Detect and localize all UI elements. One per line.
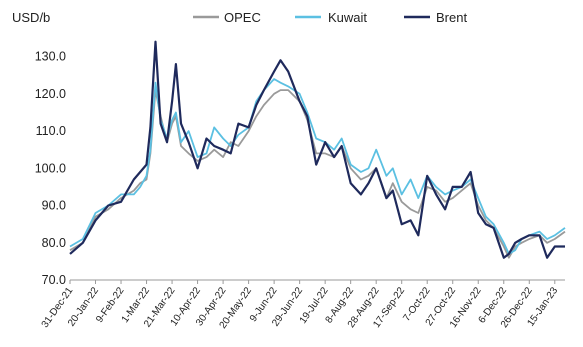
y-tick-label: 110.0 — [36, 124, 66, 138]
y-tick-label: 100.0 — [35, 161, 66, 175]
y-axis-unit-label: USD/b — [12, 10, 50, 25]
legend-label-opec: OPEC — [224, 10, 261, 25]
series-line-opec — [69, 89, 566, 259]
legend-label-brent: Brent — [436, 10, 467, 25]
y-axis: 70.0 80.0 90.0 100.0 110.0 120.0 130.0 — [35, 50, 66, 287]
series-lines — [69, 40, 566, 259]
legend-label-kuwait: Kuwait — [328, 10, 367, 25]
series-line-brent — [69, 40, 565, 259]
y-tick-label: 120.0 — [35, 87, 66, 101]
y-tick-label: 130.0 — [35, 50, 66, 64]
x-axis: 31-Dec-2120-Jan-229-Feb-221-Mar-2221-Mar… — [40, 280, 561, 331]
y-tick-label: 90.0 — [42, 199, 66, 213]
legend: OPEC Kuwait Brent — [193, 10, 467, 25]
y-tick-label: 80.0 — [42, 236, 66, 250]
y-tick-label: 70.0 — [42, 273, 66, 287]
